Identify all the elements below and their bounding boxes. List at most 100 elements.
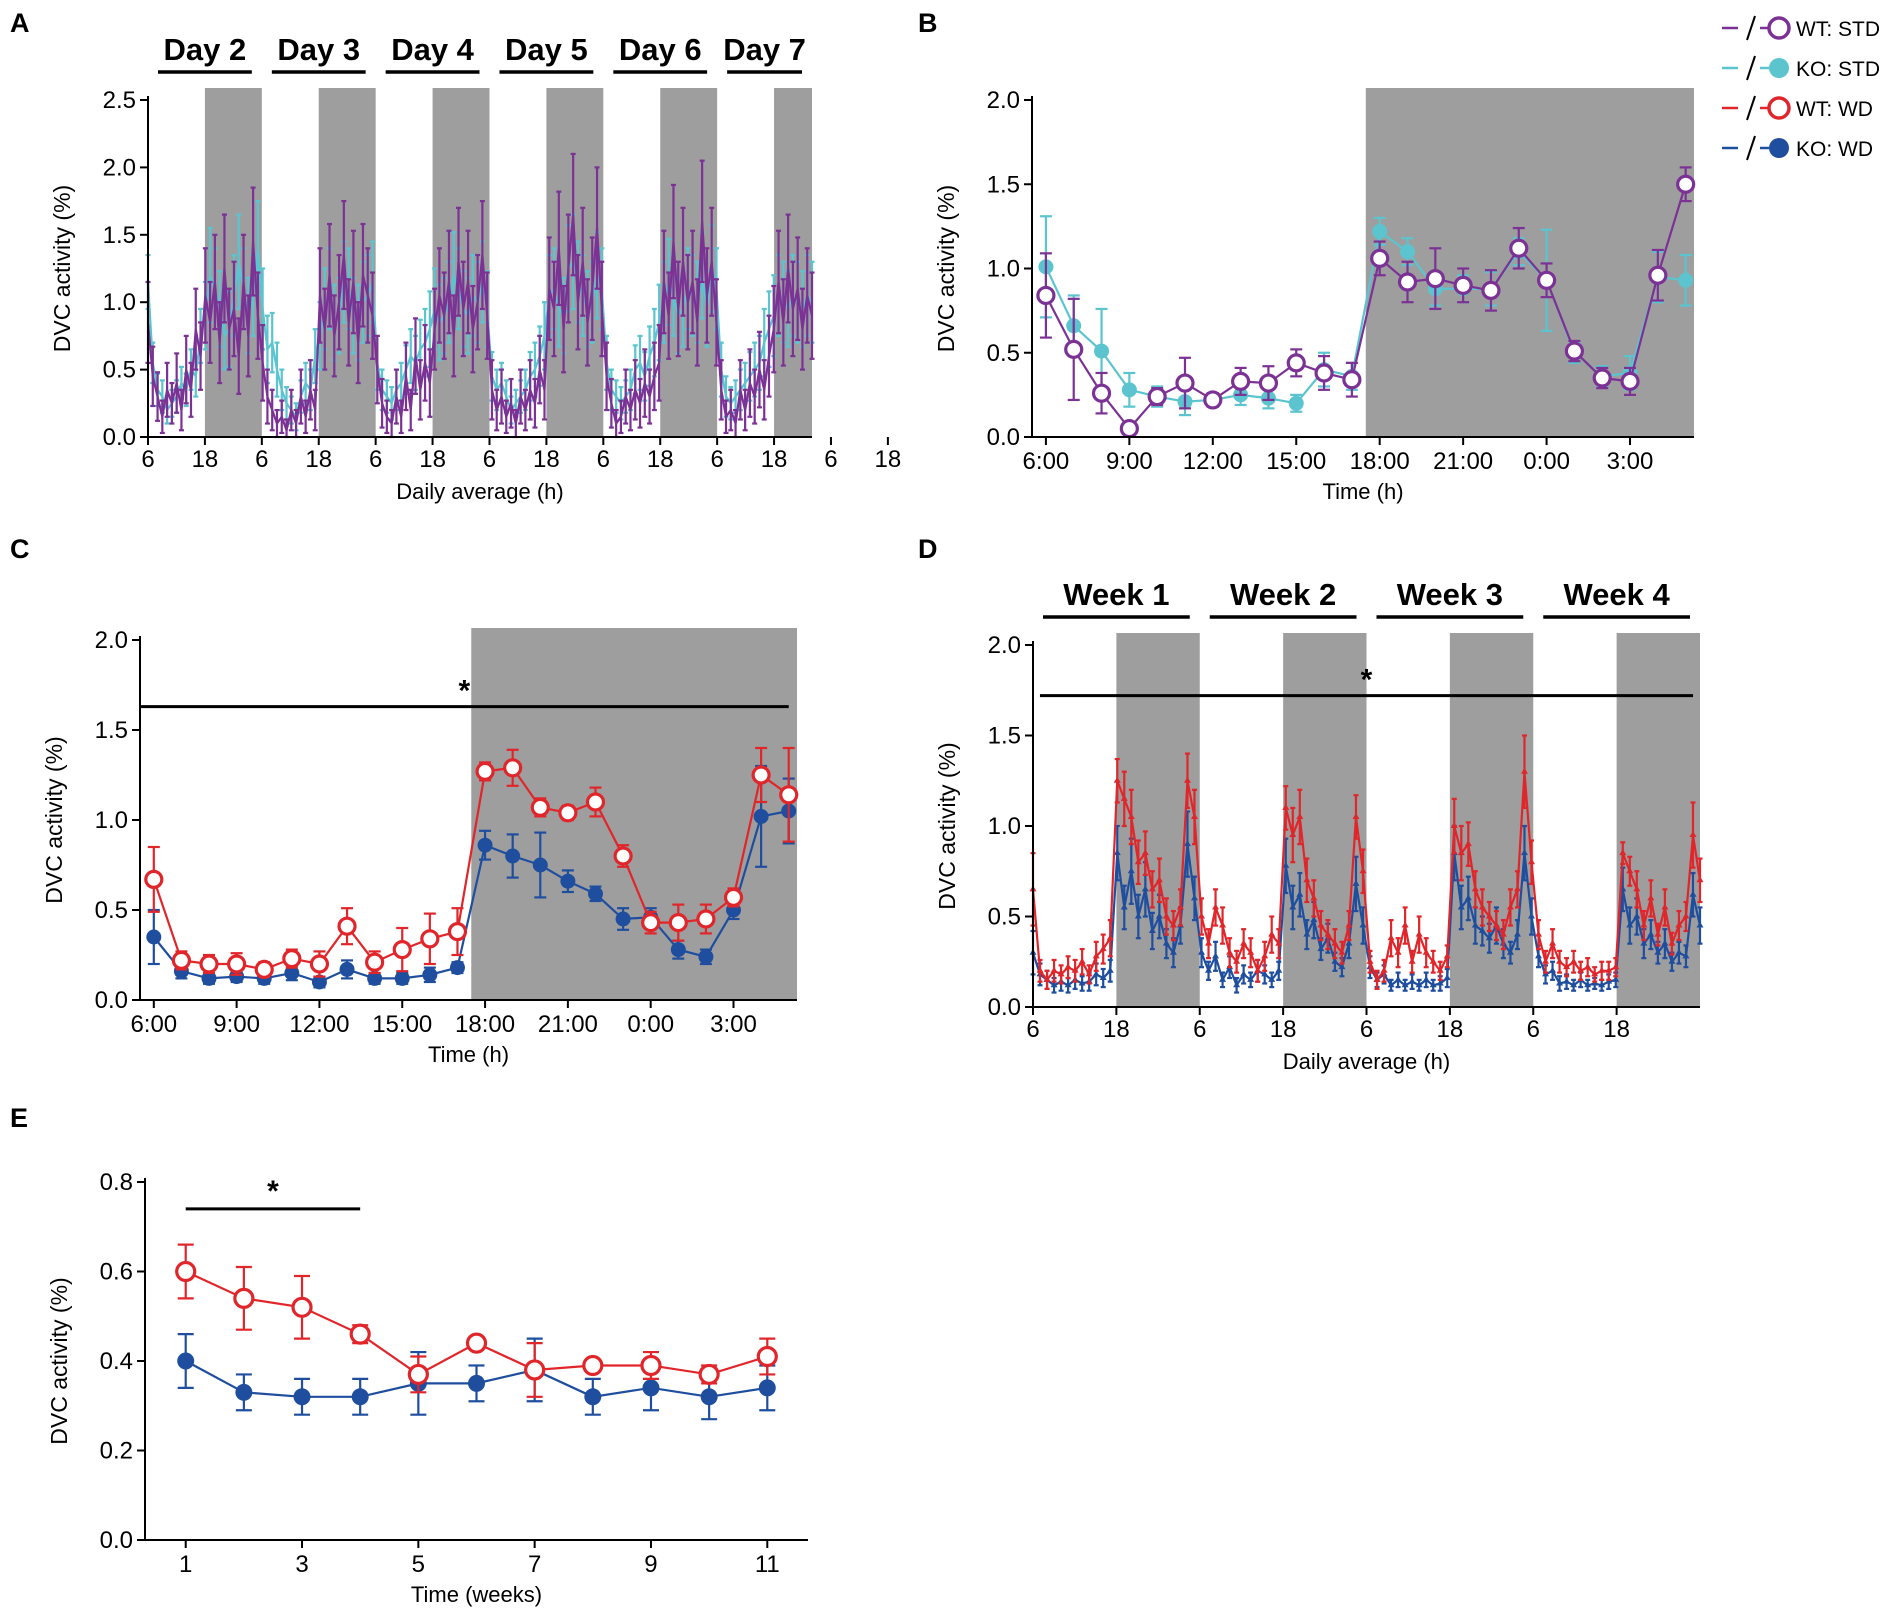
- data-point: [146, 929, 162, 945]
- data-point: [1338, 963, 1346, 970]
- data-point: [1134, 912, 1142, 919]
- data-point: [615, 911, 631, 927]
- data-point: [1584, 963, 1592, 970]
- data-point: [1626, 921, 1634, 928]
- x-tick-label: 15:00: [1266, 448, 1326, 475]
- data-point: [465, 1332, 488, 1354]
- data-point: [1654, 930, 1662, 937]
- data-point: [1422, 948, 1430, 955]
- x-tick-label: 6:00: [130, 1011, 177, 1038]
- data-point: [1275, 939, 1283, 946]
- data-point: [1408, 977, 1416, 984]
- data-point: [560, 873, 576, 889]
- x-tick-label: 9:00: [213, 1011, 260, 1038]
- data-point: [199, 954, 219, 974]
- data-point: [1542, 957, 1550, 964]
- x-tick-label: 6: [141, 446, 154, 473]
- data-point: [1106, 934, 1114, 941]
- data-point: [1443, 952, 1451, 959]
- data-point: [1675, 948, 1683, 955]
- data-point: [1275, 966, 1283, 973]
- data-point: [1342, 370, 1362, 390]
- data-point: [1183, 840, 1191, 847]
- data-point: [1317, 921, 1325, 928]
- data-point: [1485, 912, 1493, 919]
- x-tick-label: 9: [644, 1551, 657, 1578]
- data-point: [1370, 248, 1390, 268]
- data-point: [293, 1388, 311, 1406]
- x-tick-label: 7: [528, 1551, 541, 1578]
- data-point: [1147, 386, 1167, 407]
- data-point: [1203, 390, 1223, 410]
- data-point: [1682, 912, 1690, 919]
- data-point: [1078, 979, 1086, 986]
- data-point: [1226, 948, 1234, 955]
- data-point: [1190, 894, 1198, 901]
- data-point: [1513, 885, 1521, 892]
- data-point: [585, 792, 606, 812]
- data-point: [640, 1354, 662, 1377]
- data-point: [1092, 952, 1100, 959]
- data-point: [505, 848, 521, 864]
- x-tick-label: 15:00: [372, 1011, 432, 1038]
- data-point: [1570, 981, 1578, 988]
- data-point: [1240, 939, 1248, 946]
- series-line: [185, 1270, 768, 1376]
- data-point: [1078, 957, 1086, 964]
- data-point: [1183, 776, 1191, 783]
- data-point: [1584, 981, 1592, 988]
- x-axis-title: Daily average (h): [1283, 1049, 1451, 1074]
- y-tick-label: 1.5: [95, 717, 128, 744]
- data-point: [1233, 981, 1241, 988]
- data-point: [1338, 948, 1346, 955]
- data-point: [235, 1383, 253, 1401]
- panel-letter: C: [10, 534, 30, 564]
- y-tick-label: 0.4: [100, 1348, 133, 1375]
- group-label: Day 7: [723, 32, 806, 67]
- y-tick-label: 2.0: [103, 154, 136, 181]
- data-point: [1415, 930, 1423, 937]
- data-point: [1127, 812, 1135, 819]
- data-point: [1282, 861, 1290, 868]
- data-point: [1536, 270, 1557, 290]
- data-point: [1626, 867, 1634, 874]
- panel-letter: E: [10, 1103, 28, 1133]
- group-label: Day 4: [391, 32, 474, 67]
- data-point: [1450, 822, 1458, 828]
- x-tick-label: 18: [1270, 1016, 1297, 1043]
- legend-slash: [1746, 95, 1756, 121]
- x-tick-label: 0:00: [627, 1011, 674, 1038]
- data-point: [1464, 840, 1472, 847]
- data-point: [1415, 981, 1423, 988]
- data-point: [582, 1354, 604, 1377]
- data-point: [1563, 963, 1571, 970]
- data-point: [420, 929, 440, 949]
- y-tick-label: 0.5: [95, 897, 128, 924]
- legend-item: KO: WD: [1722, 135, 1873, 161]
- data-point: [1401, 981, 1409, 988]
- data-point: [751, 765, 771, 785]
- x-tick-label: 6: [369, 446, 382, 473]
- y-tick-label: 1.5: [103, 222, 136, 249]
- data-point: [1478, 903, 1486, 910]
- data-point: [1394, 975, 1402, 982]
- data-point: [1247, 948, 1255, 955]
- data-point: [1408, 957, 1416, 964]
- data-point: [392, 939, 412, 960]
- legend-label: WT: WD: [1796, 98, 1873, 121]
- data-point: [1563, 977, 1571, 984]
- x-tick-label: 6: [483, 446, 496, 473]
- y-tick-label: 1.5: [988, 723, 1021, 750]
- data-point: [1127, 867, 1135, 874]
- data-point: [394, 970, 410, 986]
- y-tick-label: 0.0: [988, 994, 1021, 1021]
- data-point: [1612, 963, 1620, 970]
- data-point: [1654, 948, 1662, 955]
- x-tick-label: 6: [597, 446, 610, 473]
- x-tick-label: 6: [1026, 1016, 1039, 1043]
- data-point: [1212, 903, 1220, 910]
- data-point: [1240, 970, 1248, 977]
- data-point: [641, 912, 661, 933]
- data-point: [1205, 939, 1213, 946]
- legend-item: WT: WD: [1722, 95, 1873, 121]
